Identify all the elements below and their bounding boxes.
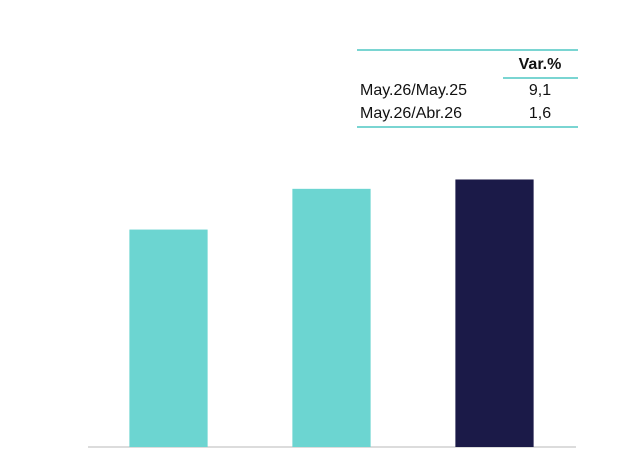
table-row-value: 9,1 xyxy=(529,82,551,99)
bar xyxy=(455,179,534,448)
bar xyxy=(292,188,371,447)
table-row-label: May.26/Abr.26 xyxy=(360,105,462,122)
table-row-label: May.26/May.25 xyxy=(360,82,467,99)
table-row-value: 1,6 xyxy=(529,105,551,122)
table-header: Var.% xyxy=(519,56,562,73)
bar xyxy=(129,229,208,447)
